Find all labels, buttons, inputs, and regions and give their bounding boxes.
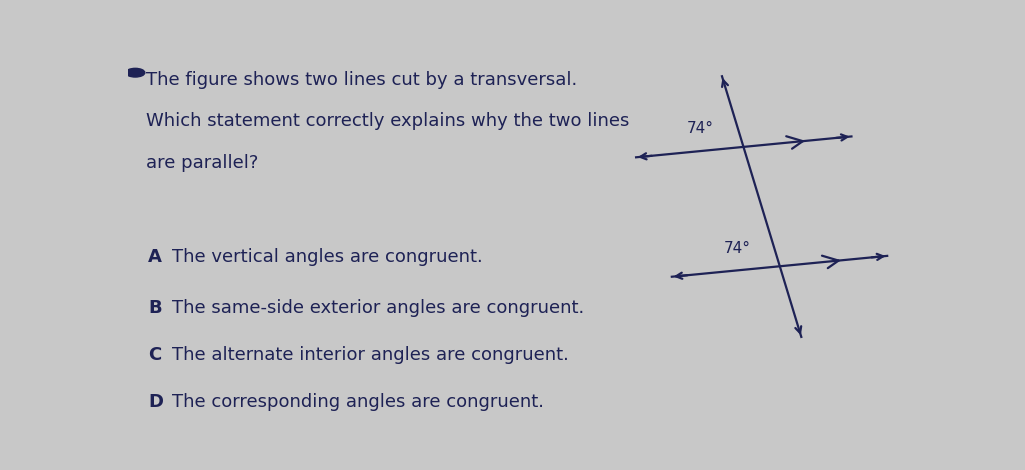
Text: C: C bbox=[148, 346, 161, 364]
Text: The alternate interior angles are congruent.: The alternate interior angles are congru… bbox=[172, 346, 569, 364]
Text: B: B bbox=[148, 299, 162, 317]
Text: The vertical angles are congruent.: The vertical angles are congruent. bbox=[172, 248, 483, 266]
Text: 74°: 74° bbox=[687, 121, 713, 136]
Text: The same-side exterior angles are congruent.: The same-side exterior angles are congru… bbox=[172, 299, 584, 317]
Text: are parallel?: are parallel? bbox=[146, 154, 258, 172]
Text: The corresponding angles are congruent.: The corresponding angles are congruent. bbox=[172, 393, 544, 411]
Text: 74°: 74° bbox=[724, 241, 751, 256]
Text: D: D bbox=[148, 393, 163, 411]
Text: A: A bbox=[148, 248, 162, 266]
Text: The figure shows two lines cut by a transversal.: The figure shows two lines cut by a tran… bbox=[146, 71, 577, 89]
Circle shape bbox=[126, 68, 145, 77]
Text: Which statement correctly explains why the two lines: Which statement correctly explains why t… bbox=[146, 112, 629, 131]
